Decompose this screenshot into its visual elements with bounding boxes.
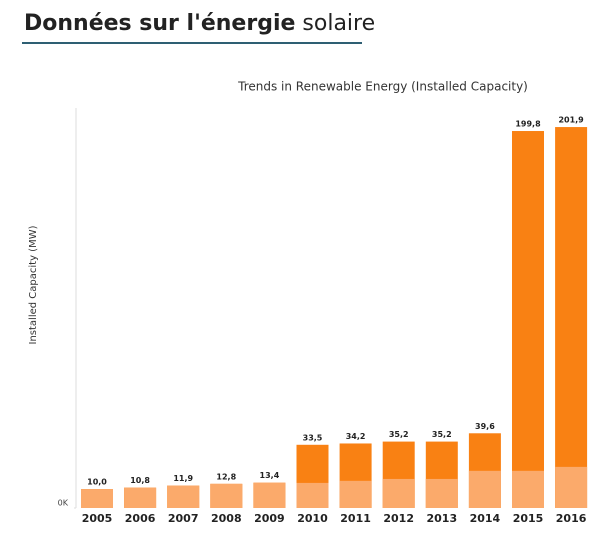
value-label: 35,2 bbox=[389, 430, 409, 439]
x-tick-label: 2010 bbox=[297, 512, 328, 525]
bar bbox=[468, 470, 501, 508]
x-tick-label: 2009 bbox=[254, 512, 285, 525]
bar bbox=[296, 482, 329, 508]
value-label: 13,4 bbox=[260, 471, 280, 480]
x-tick-label: 2016 bbox=[556, 512, 587, 525]
bar bbox=[512, 470, 544, 508]
x-tick-label: 2015 bbox=[513, 512, 544, 525]
value-label: 11,9 bbox=[173, 474, 193, 483]
title-light: solaire bbox=[302, 11, 375, 36]
y-tick-label: 0K bbox=[58, 499, 69, 508]
bar bbox=[210, 483, 243, 508]
bar bbox=[555, 127, 588, 508]
bar bbox=[382, 478, 415, 508]
x-tick-label: 2013 bbox=[426, 512, 457, 525]
value-label: 199,8 bbox=[515, 120, 541, 129]
x-tick-label: 2014 bbox=[470, 512, 501, 525]
y-axis-label: Installed Capacity (MW) bbox=[28, 225, 39, 344]
title-bold: Données sur l'énergie bbox=[24, 11, 295, 36]
x-tick-label: 2008 bbox=[211, 512, 242, 525]
bar bbox=[555, 466, 588, 508]
bar bbox=[253, 482, 286, 508]
x-tick-label: 2011 bbox=[340, 512, 371, 525]
value-label: 10,0 bbox=[87, 478, 107, 487]
bar bbox=[425, 478, 458, 508]
value-label: 34,2 bbox=[346, 432, 366, 441]
bar bbox=[167, 485, 200, 508]
x-tick-label: 2007 bbox=[168, 512, 199, 525]
value-label: 35,2 bbox=[432, 430, 452, 439]
x-tick-label: 2006 bbox=[125, 512, 156, 525]
bar bbox=[124, 487, 157, 508]
x-tick-label: 2012 bbox=[383, 512, 414, 525]
bar bbox=[339, 480, 372, 508]
page-title: Données sur l'énergie solaire bbox=[24, 11, 375, 36]
bar bbox=[81, 489, 113, 508]
value-label: 33,5 bbox=[303, 433, 323, 442]
chart-title: Trends in Renewable Energy (Installed Ca… bbox=[237, 80, 528, 94]
value-label: 39,6 bbox=[475, 422, 495, 431]
bar bbox=[512, 131, 544, 509]
x-tick-label: 2005 bbox=[82, 512, 113, 525]
value-label: 10,8 bbox=[130, 476, 150, 485]
value-label: 12,8 bbox=[216, 472, 236, 481]
value-label: 201,9 bbox=[558, 116, 584, 125]
